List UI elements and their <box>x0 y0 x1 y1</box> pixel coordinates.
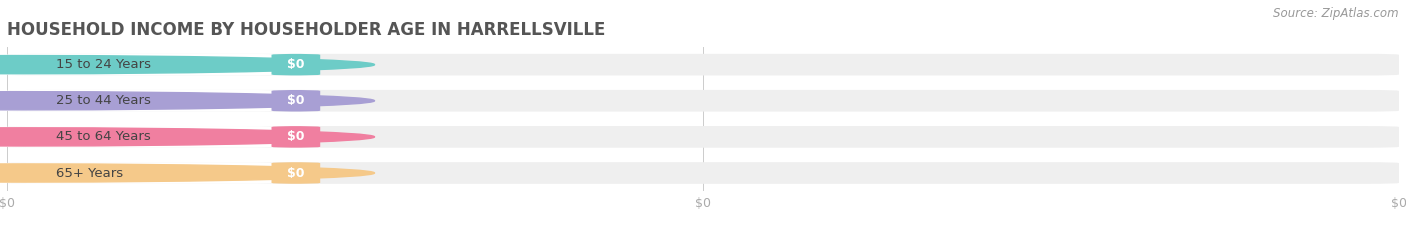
FancyBboxPatch shape <box>7 54 1399 75</box>
Text: $0: $0 <box>287 58 305 71</box>
FancyBboxPatch shape <box>7 126 278 148</box>
FancyBboxPatch shape <box>271 162 321 184</box>
FancyBboxPatch shape <box>7 162 1399 184</box>
FancyBboxPatch shape <box>7 162 278 184</box>
FancyBboxPatch shape <box>271 54 321 75</box>
Text: $0: $0 <box>287 167 305 179</box>
FancyBboxPatch shape <box>271 90 321 112</box>
Text: $0: $0 <box>287 130 305 143</box>
FancyBboxPatch shape <box>7 90 1399 112</box>
Circle shape <box>0 164 374 182</box>
FancyBboxPatch shape <box>7 90 278 112</box>
Text: 45 to 64 Years: 45 to 64 Years <box>56 130 150 143</box>
FancyBboxPatch shape <box>7 54 278 75</box>
Circle shape <box>0 128 374 146</box>
Text: 25 to 44 Years: 25 to 44 Years <box>56 94 150 107</box>
Text: 15 to 24 Years: 15 to 24 Years <box>56 58 150 71</box>
Text: HOUSEHOLD INCOME BY HOUSEHOLDER AGE IN HARRELLSVILLE: HOUSEHOLD INCOME BY HOUSEHOLDER AGE IN H… <box>7 21 606 39</box>
FancyBboxPatch shape <box>271 126 321 148</box>
Circle shape <box>0 92 374 110</box>
Text: 65+ Years: 65+ Years <box>56 167 122 179</box>
Circle shape <box>0 55 374 74</box>
Text: Source: ZipAtlas.com: Source: ZipAtlas.com <box>1274 7 1399 20</box>
Text: $0: $0 <box>287 94 305 107</box>
FancyBboxPatch shape <box>7 126 1399 148</box>
